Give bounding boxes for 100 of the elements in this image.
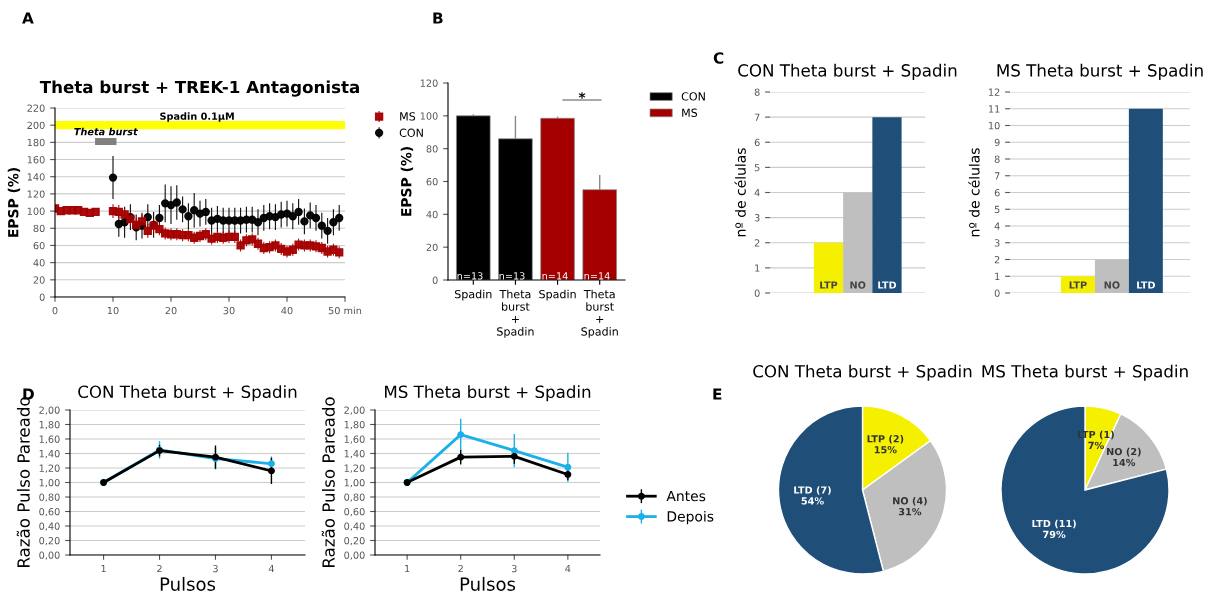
y-tick-label: 0,80: [39, 493, 60, 502]
x-axis-title: Pulsos: [160, 576, 216, 591]
y-tick-label: 0,40: [39, 522, 60, 531]
legend-label: MS: [682, 108, 698, 117]
y-axis-title: Razão Pulso Pareado: [321, 397, 335, 567]
y-tick-label: 9: [994, 138, 1000, 147]
y-axis-title: EPSP (%): [400, 147, 414, 216]
y-tick-label: 8: [754, 88, 760, 96]
data-label: 31%: [898, 507, 922, 516]
y-tick-label: 0,20: [344, 536, 365, 546]
slice-label: LTD (11): [1032, 519, 1076, 529]
x-tick-label: Theta burst + Spadin: [581, 289, 618, 338]
slice-label: LTD (7): [794, 486, 831, 495]
x-tick-label: NO: [1104, 281, 1120, 289]
y-tick-label: 5: [994, 205, 1000, 214]
y-tick-label: 60: [426, 177, 438, 186]
slice-label: NO (2): [1107, 447, 1141, 457]
y-tick-label: 40: [33, 259, 45, 267]
legend-label: CON: [399, 128, 423, 137]
slice-label: NO (4): [893, 496, 927, 506]
x-tick-label: Spadin: [454, 289, 492, 301]
annotation: n=13: [457, 272, 483, 280]
data-label: 54%: [801, 497, 824, 505]
y-tick-label: 120: [420, 79, 438, 87]
annotation: Theta burst: [74, 127, 138, 136]
y-tick-label: 7: [994, 172, 1000, 180]
y-tick-label: 0: [432, 276, 438, 284]
x-tick-label: 10: [107, 306, 119, 315]
y-tick-label: 2,00: [344, 406, 365, 415]
legend-label: CON: [681, 92, 705, 101]
x-tick-label: LTD: [1137, 281, 1155, 289]
y-tick-label: 20: [426, 243, 438, 251]
legend-label: Depois: [667, 510, 714, 525]
y-tick-label: 1,00: [344, 478, 365, 488]
y-tick-label: 0,00: [39, 551, 60, 560]
y-tick-label: 6: [754, 138, 760, 147]
x-tick-label: 20: [165, 306, 177, 315]
y-tick-label: 10: [988, 121, 1000, 130]
y-tick-label: 60: [33, 241, 45, 250]
chart-title: CON Theta burst + Spadin: [738, 63, 957, 80]
chart-title: MS Theta burst + Spadin: [385, 385, 591, 402]
x-tick-label: 1: [101, 565, 106, 573]
y-tick-label: 1,20: [344, 464, 365, 473]
y-tick-label: 20: [33, 276, 45, 284]
text: B: [433, 12, 443, 24]
x-tick-label: LTD: [878, 281, 897, 289]
text: A: [22, 12, 34, 24]
y-axis-title: EPSP (%): [7, 168, 21, 237]
y-tick-label: 1,20: [39, 464, 60, 473]
x-tick-label: 30: [223, 306, 235, 315]
y-tick-label: 0,20: [39, 536, 60, 546]
chart-title: Theta burst + TREK-1 Antagonista: [39, 80, 359, 97]
annotation: n=13: [499, 272, 525, 280]
y-tick-label: 6: [994, 188, 1000, 197]
text: C: [713, 52, 724, 64]
x-tick-label: 1: [405, 565, 410, 573]
x-tick-label: 3: [511, 564, 517, 573]
y-tick-label: 220: [27, 104, 45, 112]
chart-title: CON Theta burst + Spadin: [78, 385, 297, 402]
y-tick-label: 1,00: [39, 478, 60, 488]
y-tick-label: 120: [27, 190, 45, 198]
annotation: n=14: [584, 272, 610, 280]
x-tick-label: Spadin: [539, 289, 576, 301]
x-axis-title: Pulsos: [460, 576, 516, 591]
y-tick-label: 100: [27, 207, 45, 215]
y-tick-label: 0,80: [344, 493, 365, 502]
y-tick-label: 1: [755, 264, 760, 272]
x-tick-label: NO: [850, 281, 866, 289]
y-tick-label: 1,60: [39, 435, 60, 444]
y-tick-label: 12: [988, 88, 1000, 96]
y-tick-label: 1,40: [344, 449, 365, 459]
slice-label: LTP (2): [867, 434, 904, 444]
annotation: n=14: [542, 272, 568, 280]
x-tick-label: 40: [281, 306, 293, 315]
y-tick-label: 7: [754, 113, 760, 121]
data-label: 79%: [1043, 530, 1066, 539]
y-tick-label: 200: [27, 121, 45, 130]
y-tick-label: 0,00: [344, 551, 365, 560]
chart-title: CON Theta burst + Spadin: [753, 364, 972, 381]
y-tick-label: 1,80: [344, 420, 365, 430]
chart-title: MS Theta burst + Spadin: [997, 63, 1203, 80]
y-tick-label: 80: [426, 145, 438, 153]
y-tick-label: 0,60: [344, 507, 365, 517]
y-tick-label: 3: [994, 239, 1000, 247]
x-tick-label: 4: [565, 565, 571, 573]
y-tick-label: 4: [754, 189, 760, 197]
y-tick-label: 0,40: [344, 522, 365, 531]
y-tick-label: 8: [994, 155, 1000, 163]
y-axis-title: nº de células: [968, 148, 980, 237]
y-tick-label: 4: [994, 222, 1000, 230]
y-axis-title: nº de células: [734, 148, 746, 237]
ref-line-label: Spadin 0.1μM: [160, 112, 234, 122]
y-tick-label: 2: [994, 255, 1000, 264]
y-tick-label: 11: [988, 105, 1000, 113]
x-tick-label: LTP: [1069, 281, 1087, 289]
y-tick-label: 1,80: [39, 420, 60, 430]
y-tick-label: 2: [754, 239, 760, 247]
y-tick-label: 160: [27, 156, 45, 164]
x-tick-label: 2: [458, 564, 463, 573]
data-label: 14%: [1113, 458, 1136, 467]
